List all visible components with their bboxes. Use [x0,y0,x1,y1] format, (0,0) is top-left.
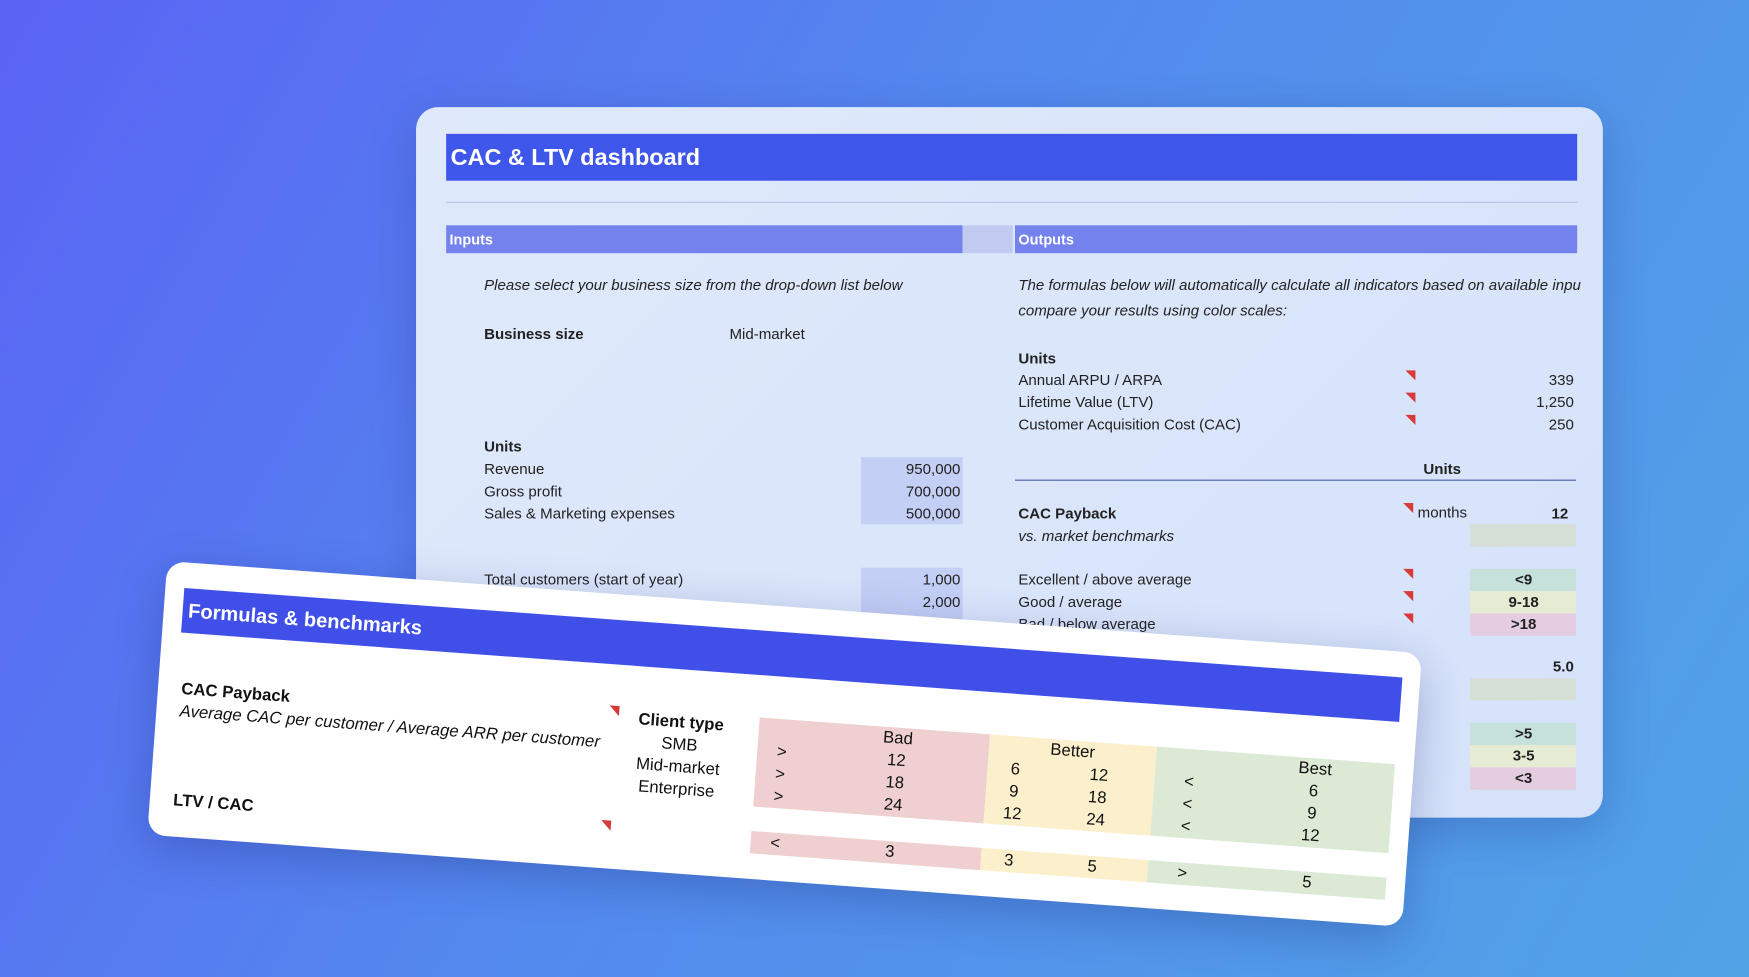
instruction: Please select your business size from th… [484,276,903,294]
field-value: Mid-market [729,325,805,343]
field-label: Business size [484,325,584,343]
metric-label: Lifetime Value (LTV) [1018,393,1154,411]
comment-marker [1403,503,1414,514]
badge [1470,591,1577,614]
comment-marker [1405,414,1416,425]
benchmark-value: <9 [1515,571,1533,588]
benchmark-label: Good / average [1018,593,1123,611]
section-bar [446,225,963,254]
badge [1470,678,1577,701]
formula: Average CAC per customer / Average ARR p… [179,701,601,752]
value-cells [861,457,963,525]
badge [1470,524,1577,547]
badge [1470,568,1577,592]
row-label: Revenue [484,460,545,478]
title-bar [446,133,1578,181]
metric-value: 1,250 [1536,393,1574,411]
metric-label: Customer Acquisition Cost (CAC) [1018,416,1241,433]
benchmark-value: 3-5 [1512,747,1535,765]
badge [1470,767,1577,790]
row-value: 950,000 [905,460,961,478]
benchmark-label: Excellent / above average [1018,571,1192,588]
section-header: Outputs [1018,230,1074,248]
comment-marker [1403,591,1414,602]
row-label: Total customers (start of year) [484,571,684,588]
badge [1470,613,1577,636]
benchmark-value: 9-18 [1508,593,1539,611]
metric-label: Annual ARPU / ARPA [1018,371,1163,389]
badge [1470,722,1577,746]
row-label: Sales & Marketing expenses [484,505,675,523]
units-label: Units [1018,350,1057,367]
comment-marker [1405,370,1416,381]
instruction: The formulas below will automatically ca… [1018,276,1581,294]
metric-value: 339 [1548,371,1574,389]
benchmark-value: <3 [1515,769,1533,787]
instruction: compare your results using color scales: [1018,302,1288,320]
benchmark-value: >5 [1515,725,1533,742]
units-header: Units [1423,460,1462,478]
comment-marker [600,819,612,831]
metric-value: 12 [1551,505,1569,523]
row-value: 1,000 [922,571,961,588]
section-header: Inputs [449,230,494,248]
row-value: 2,000 [922,593,961,611]
comment-marker [1405,392,1416,403]
divider [446,201,1578,204]
formula-label: LTV / CAC [172,790,255,816]
metric-value: 5.0 [1552,658,1574,675]
benchmark-value: >18 [1510,615,1537,633]
section-gap [962,225,1013,254]
badge [1470,745,1577,768]
note: vs. market benchmarks [1018,527,1175,545]
comment-marker [1403,613,1414,624]
row-value: 500,000 [905,505,961,523]
unit: months [1417,504,1468,521]
section-bar [1015,225,1578,254]
metric-label: CAC Payback [1018,505,1117,523]
row-label: Gross profit [484,482,562,500]
comment-marker [1403,568,1414,579]
divider [1015,479,1577,481]
units-label: Units [484,438,522,456]
metric-value: 250 [1548,416,1574,433]
sheet-title: CAC & LTV dashboard [450,145,701,171]
row-value: 700,000 [905,482,961,500]
